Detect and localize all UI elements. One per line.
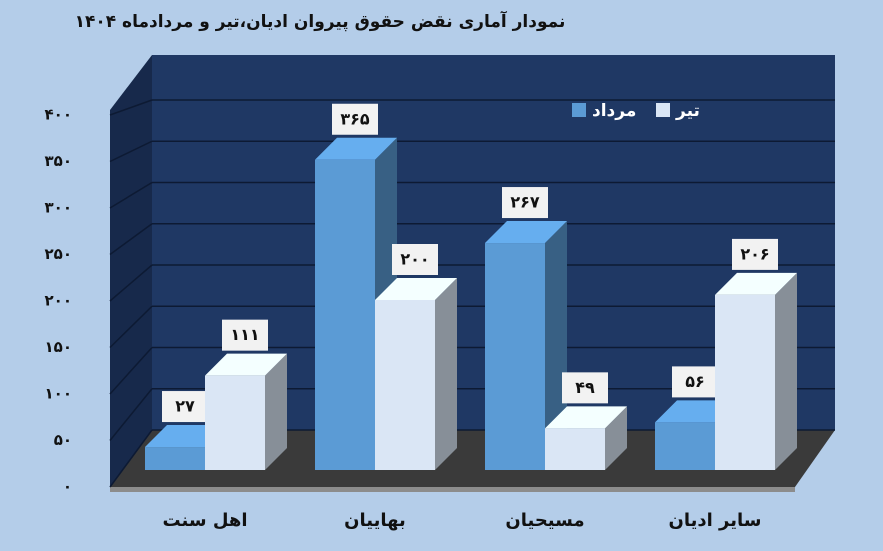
value-label: ۳۶۵: [340, 109, 370, 128]
value-label-box: [392, 244, 438, 275]
bar-side: [775, 272, 797, 470]
bar: [545, 428, 605, 470]
value-label-box: [732, 238, 778, 270]
y-tick-label: ۴۰۰: [45, 106, 72, 124]
bar-top: [715, 272, 797, 295]
y-tick-label: ۰: [63, 478, 72, 496]
bar-side: [265, 353, 287, 470]
value-label: ۲۷: [175, 397, 195, 416]
bar: [375, 300, 435, 470]
side-grid-line: [109, 305, 153, 349]
floor: [110, 430, 835, 487]
value-label-box: [332, 103, 378, 135]
floor-edge: [110, 487, 795, 492]
y-tick-label: ۱۰۰: [45, 385, 72, 403]
value-label: ۴۹: [575, 378, 595, 397]
y-tick-label: ۳۰۰: [45, 199, 72, 217]
value-label: ۲۰۰: [400, 250, 429, 269]
legend-swatch: [572, 103, 586, 117]
side-grid-line: [109, 223, 153, 256]
bar-top: [545, 406, 627, 429]
bar-top: [205, 353, 287, 376]
y-tick-label: ۵۰: [54, 431, 72, 449]
bar: [145, 447, 205, 470]
x-tick-label: مسیحیان: [505, 510, 584, 531]
bar-top: [485, 221, 567, 244]
legend-label: تیر: [675, 101, 700, 121]
legend-swatch: [656, 103, 670, 117]
value-label-box: [502, 187, 548, 219]
value-label-box: [162, 391, 208, 423]
y-tick-label: ۳۵۰: [45, 152, 72, 170]
y-tick-label: ۱۵۰: [45, 338, 72, 356]
y-tick-label: ۲۰۰: [45, 292, 72, 310]
side-grid-line: [109, 140, 153, 163]
bar: [715, 294, 775, 470]
x-tick-label: اهل سنت: [162, 510, 247, 531]
x-tick-label: بهاییان: [344, 510, 406, 531]
value-label-box: [562, 372, 608, 404]
value-label-box: [222, 319, 268, 351]
bar: [655, 422, 715, 470]
bar-top: [315, 137, 397, 160]
value-label: ۲۶۷: [510, 193, 540, 212]
bar-top: [375, 278, 457, 300]
value-label: ۲۰۶: [740, 244, 769, 263]
side-grid-line: [109, 264, 153, 302]
chart-title: نمودار آماری نقض حقوق پیروان ادیان،تیر و…: [75, 10, 566, 32]
side-grid-line: [109, 429, 153, 488]
y-tick-label: ۲۵۰: [45, 245, 72, 263]
legend-label: مرداد: [592, 101, 636, 121]
x-tick-label: سایر ادیان: [669, 510, 762, 531]
side-grid-line: [109, 346, 153, 395]
side-grid-line: [109, 181, 153, 209]
side-grid-line: [109, 388, 153, 441]
side-grid-line: [109, 99, 153, 116]
bar-side: [545, 221, 567, 470]
side-wall: [110, 55, 152, 487]
bar-side: [435, 278, 457, 470]
value-label: ۵۶: [685, 372, 705, 391]
bar-side: [605, 406, 627, 470]
bar: [205, 375, 265, 470]
bar: [315, 159, 375, 470]
value-label: ۱۱۱: [230, 325, 259, 344]
bar: [485, 243, 545, 470]
value-label-box: [672, 366, 718, 398]
